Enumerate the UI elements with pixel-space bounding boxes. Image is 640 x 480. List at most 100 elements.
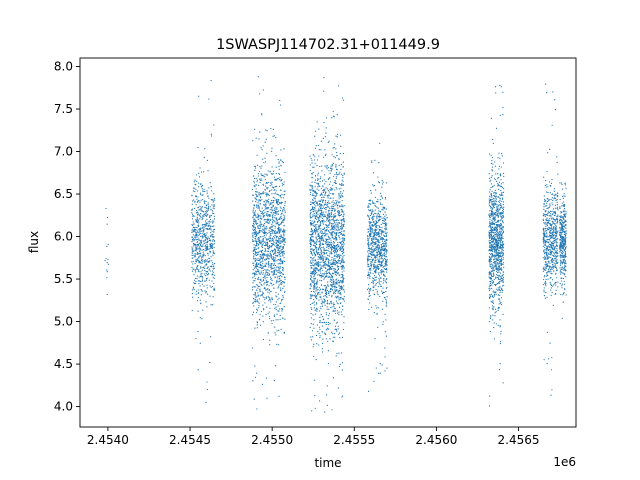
data-point xyxy=(199,228,201,230)
data-point xyxy=(270,182,272,184)
data-point xyxy=(382,237,384,239)
data-point xyxy=(328,206,330,208)
data-point xyxy=(379,199,382,201)
data-point xyxy=(324,215,326,217)
data-point xyxy=(274,258,276,260)
data-point xyxy=(376,240,378,243)
data-point xyxy=(276,179,278,181)
data-point xyxy=(263,244,266,247)
data-point xyxy=(331,259,333,261)
data-point xyxy=(262,304,264,306)
data-point xyxy=(252,209,254,211)
data-point xyxy=(259,285,261,287)
data-point xyxy=(253,226,255,229)
data-point xyxy=(258,207,260,209)
data-point xyxy=(264,277,266,279)
data-point xyxy=(321,265,323,267)
data-point xyxy=(343,265,345,268)
data-point xyxy=(332,284,334,286)
data-point xyxy=(309,210,312,212)
data-point xyxy=(192,187,195,189)
data-point xyxy=(254,272,256,275)
data-point xyxy=(262,238,264,240)
data-point xyxy=(260,167,262,169)
data-point xyxy=(268,265,270,267)
data-point xyxy=(196,218,198,220)
data-point xyxy=(269,298,271,300)
data-point xyxy=(374,257,376,259)
data-point xyxy=(193,274,195,276)
data-point xyxy=(336,253,338,255)
data-point xyxy=(197,224,199,227)
data-point xyxy=(322,288,324,290)
data-point xyxy=(312,259,314,261)
data-point xyxy=(318,155,320,157)
data-point xyxy=(326,207,328,209)
data-point xyxy=(338,173,340,175)
data-point xyxy=(326,289,329,291)
data-point xyxy=(261,230,263,232)
data-point xyxy=(324,229,326,231)
data-point xyxy=(340,263,342,265)
data-point xyxy=(281,273,283,275)
data-point xyxy=(202,260,204,263)
data-point xyxy=(328,243,330,245)
data-point xyxy=(254,376,257,378)
data-point xyxy=(106,277,108,279)
data-point xyxy=(327,225,329,227)
data-point xyxy=(257,252,259,254)
data-point xyxy=(278,229,280,231)
data-point xyxy=(327,254,329,256)
data-point xyxy=(341,396,343,398)
data-point xyxy=(372,252,374,254)
data-point xyxy=(326,218,328,220)
data-point xyxy=(265,203,267,206)
data-point xyxy=(319,232,321,234)
data-point xyxy=(192,257,194,259)
data-point xyxy=(255,263,257,265)
data-point xyxy=(263,225,265,227)
data-point xyxy=(276,208,278,210)
data-point xyxy=(371,209,373,211)
data-point xyxy=(273,135,275,137)
data-point xyxy=(325,338,327,340)
data-point xyxy=(331,205,334,207)
data-point xyxy=(369,248,371,250)
data-point xyxy=(195,337,197,340)
data-point xyxy=(381,255,383,257)
data-point xyxy=(211,245,214,247)
data-point xyxy=(339,247,341,249)
data-point xyxy=(342,166,344,168)
data-point xyxy=(319,165,321,168)
data-point xyxy=(281,250,283,252)
data-point xyxy=(341,205,344,207)
data-point xyxy=(371,281,373,284)
data-point xyxy=(205,234,207,236)
data-point xyxy=(331,268,333,270)
data-point xyxy=(279,318,281,320)
data-point xyxy=(379,283,381,286)
data-point xyxy=(199,243,202,245)
data-point xyxy=(325,263,327,266)
data-point xyxy=(280,289,282,292)
data-point xyxy=(261,246,264,249)
data-point xyxy=(316,182,318,184)
data-point xyxy=(314,407,316,409)
data-point xyxy=(316,223,318,226)
data-point xyxy=(255,233,257,236)
data-point xyxy=(319,206,321,208)
data-point xyxy=(197,264,199,267)
data-point xyxy=(336,155,338,157)
data-point xyxy=(266,245,269,247)
data-point xyxy=(378,182,381,184)
data-point xyxy=(191,231,193,234)
data-point xyxy=(381,292,384,294)
data-point xyxy=(375,220,377,222)
data-point xyxy=(343,230,345,233)
data-point xyxy=(369,255,371,258)
data-point xyxy=(500,215,502,218)
data-point xyxy=(280,249,282,251)
data-point xyxy=(192,230,195,232)
data-point xyxy=(336,218,338,221)
data-point xyxy=(256,216,258,218)
